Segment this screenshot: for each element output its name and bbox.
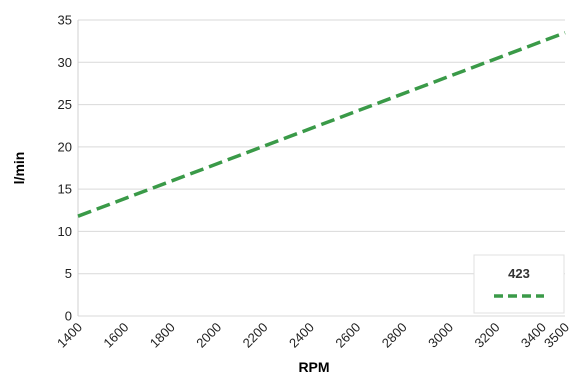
x-tick-label: 3500	[541, 320, 572, 351]
y-axis-title: l/min	[11, 152, 27, 185]
y-tick-labels: 0 5 10 15 20 25 30 35	[58, 13, 72, 324]
x-tick-label: 3400	[518, 320, 549, 351]
gridlines	[78, 19, 565, 317]
y-tick-label: 5	[65, 266, 72, 281]
series-lines	[77, 31, 566, 218]
x-tick-label: 1800	[147, 320, 178, 351]
y-tick-label: 25	[58, 97, 72, 112]
y-tick-label: 0	[65, 309, 72, 324]
x-tick-label: 2600	[332, 320, 363, 351]
y-tick-label: 15	[58, 182, 72, 197]
series-line-423	[77, 31, 566, 218]
x-axis-title: RPM	[298, 359, 329, 375]
x-tick-label: 1600	[100, 320, 131, 351]
x-tick-label: 2200	[240, 320, 271, 351]
x-tick-label: 2800	[379, 320, 410, 351]
y-tick-label: 35	[58, 13, 72, 28]
x-tick-label: 2400	[286, 320, 317, 351]
y-tick-label: 10	[58, 224, 72, 239]
legend-box	[473, 254, 565, 314]
x-tick-label: 1400	[54, 320, 85, 351]
legend: 423	[473, 254, 565, 314]
x-tick-label: 3200	[471, 320, 502, 351]
x-tick-label: 3000	[425, 320, 456, 351]
y-tick-label: 30	[58, 55, 72, 70]
x-tick-label: 2000	[193, 320, 224, 351]
x-tick-labels: 1400 1600 1800 2000 2200 2400 2600 2800 3000 3200…	[54, 320, 572, 351]
legend-label: 423	[508, 266, 530, 281]
y-tick-label: 20	[58, 139, 72, 154]
